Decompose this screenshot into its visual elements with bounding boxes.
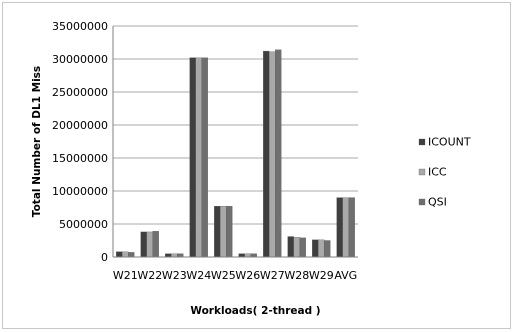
bar-icount-w21 xyxy=(116,251,123,258)
x-axis-title: Workloads( 2-thread ) xyxy=(190,305,320,317)
y-tick-label: 0 xyxy=(101,251,108,264)
legend-label-icc: ICC xyxy=(428,166,447,179)
legend-swatch-qsi xyxy=(418,198,426,206)
bar-chart: 0 5000000 10000000 15000000 20000000 25000000… xyxy=(31,20,471,317)
x-tick-label: W22 xyxy=(137,269,162,282)
axes xyxy=(112,26,358,258)
bar-icc-w27 xyxy=(269,51,276,258)
grid-lines xyxy=(113,25,358,225)
x-tick-label: W28 xyxy=(284,269,309,282)
y-tick-label: 25000000 xyxy=(52,86,108,99)
bar-qsi-w28 xyxy=(299,237,306,258)
bar-icc-w21 xyxy=(122,251,129,258)
chart-frame: 0 5000000 10000000 15000000 20000000 25000000… xyxy=(2,2,511,329)
bar-icount-w24 xyxy=(189,57,196,258)
bar-icount-avg xyxy=(336,197,343,258)
x-tick-label: W24 xyxy=(186,269,211,282)
bar-qsi-w21 xyxy=(128,252,135,258)
bar-icount-w27 xyxy=(263,50,270,258)
bar-icc-w22 xyxy=(146,231,153,258)
bar-qsi-avg xyxy=(348,197,355,258)
bar-icount-w22 xyxy=(140,231,147,258)
x-tick-label: W21 xyxy=(113,269,138,282)
legend-label-qsi: QSI xyxy=(428,196,447,209)
x-tick-label: W29 xyxy=(309,269,334,282)
y-tick-label: 20000000 xyxy=(52,119,108,132)
x-tick-label: W27 xyxy=(260,269,285,282)
bar-icc-w25 xyxy=(220,206,227,258)
y-tick-label: 5000000 xyxy=(59,218,108,231)
x-tick-label: W26 xyxy=(235,269,260,282)
legend-label-icount: ICOUNT xyxy=(428,136,471,149)
legend-swatch-icount xyxy=(418,138,426,146)
bar-qsi-w24 xyxy=(201,57,208,258)
bar-qsi-w25 xyxy=(226,206,233,258)
bar-icount-w25 xyxy=(214,206,221,258)
legend-swatch-icc xyxy=(418,168,426,176)
y-axis-title: Total Number of DL1 Miss xyxy=(31,66,43,217)
bar-icount-w28 xyxy=(287,236,294,258)
y-tick-label: 35000000 xyxy=(52,20,108,33)
x-tick-label: W25 xyxy=(211,269,236,282)
x-tick-label: W23 xyxy=(162,269,187,282)
y-tick-label: 15000000 xyxy=(52,152,108,165)
bar-qsi-w29 xyxy=(324,240,331,258)
x-tick-labels: W21 W22 W23 W24 W25 W26 W27 W28 W29 AVG xyxy=(113,269,357,282)
bar-qsi-w22 xyxy=(152,231,159,258)
bar-qsi-w27 xyxy=(275,49,282,258)
y-tick-label: 30000000 xyxy=(52,53,108,66)
bar-icc-w29 xyxy=(318,239,325,258)
y-tick-label: 10000000 xyxy=(52,185,108,198)
bars xyxy=(116,49,355,258)
bar-icc-w28 xyxy=(293,237,300,258)
bar-icc-w24 xyxy=(195,57,202,258)
bar-icc-avg xyxy=(342,197,349,258)
legend: ICOUNT ICC QSI xyxy=(418,136,471,209)
y-tick-labels: 0 5000000 10000000 15000000 20000000 25000000… xyxy=(52,20,108,264)
x-tick-label: AVG xyxy=(334,269,357,282)
bar-icount-w29 xyxy=(312,239,319,258)
